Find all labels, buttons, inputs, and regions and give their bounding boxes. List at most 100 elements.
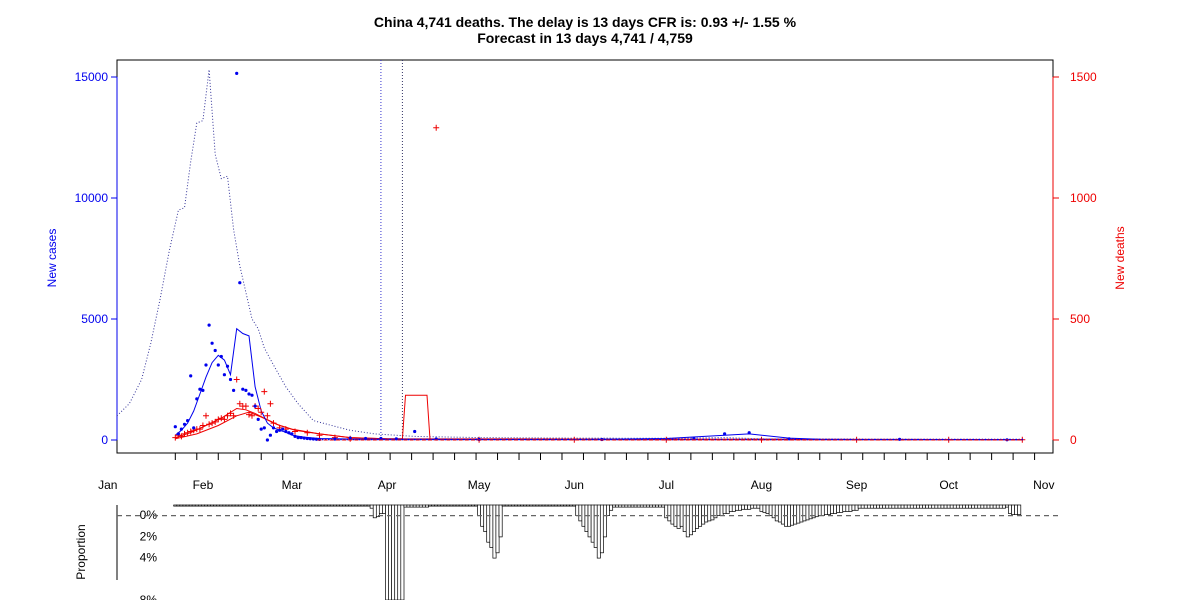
cases-baseline-point: [978, 438, 981, 441]
cases-point: [198, 387, 202, 391]
proportion-bar: [615, 504, 620, 508]
proportion-bar: [428, 504, 432, 507]
proportion-bar: [578, 504, 583, 522]
proportion-bar: [830, 504, 834, 514]
cases-point: [302, 436, 306, 440]
cases-baseline-point: [831, 438, 833, 441]
proportion-bar: [698, 504, 703, 527]
proportion-bar: [471, 504, 475, 507]
proportion-bar: [200, 504, 205, 507]
proportion-bar: [293, 504, 297, 507]
cases-baseline-point: [775, 438, 778, 441]
proportion-bar: [406, 504, 411, 508]
deaths-point: [203, 412, 209, 419]
proportion-bar: [289, 504, 294, 507]
proportion-bar: [464, 504, 469, 507]
proportion-bar: [633, 504, 638, 508]
proportion-bar: [851, 504, 856, 511]
proportion-bar: [903, 504, 908, 509]
cases-baseline-point: [438, 438, 441, 441]
proportion-bar: [602, 504, 607, 538]
cases-baseline-point: [395, 438, 398, 441]
proportion-bar: [455, 504, 460, 507]
cases-baseline-point: [751, 438, 754, 441]
proportion-bar: [458, 504, 463, 507]
proportion-bar: [382, 504, 386, 514]
deaths-point: [184, 429, 191, 436]
cases-baseline-point: [659, 438, 662, 441]
cases-baseline-point: [407, 438, 410, 441]
proportion-bar: [756, 504, 761, 509]
cases-point: [189, 374, 193, 378]
proportion-bar: [747, 504, 752, 510]
cases-point: [268, 433, 272, 437]
cases-point: [213, 348, 217, 353]
cases-dotted-line: [116, 69, 1023, 440]
proportion-bar: [682, 504, 687, 532]
deaths-point: [196, 426, 203, 433]
cases-point: [275, 429, 279, 434]
cases-baseline-point: [972, 438, 975, 441]
proportion-bar: [879, 504, 884, 509]
y-tick-label: 0: [101, 433, 108, 447]
proportion-bar: [863, 504, 868, 509]
proportion-bar: [311, 504, 316, 507]
cases-baseline-point: [794, 438, 797, 441]
main-plot: 0 5000 10000 15000 0 500 1000 1500 Jan Feb Mar Apr M…: [75, 59, 1097, 492]
proportion-bar: [1017, 504, 1022, 515]
cases-point: [173, 425, 177, 429]
cases-baseline-point: [923, 438, 925, 441]
cases-baseline-point: [456, 438, 459, 441]
cases-baseline-point: [720, 438, 723, 441]
x-tick-label: Apr: [378, 478, 397, 492]
cases-point: [723, 432, 727, 436]
proportion-bar: [544, 504, 549, 507]
proportion-bar: [931, 504, 936, 509]
proportion-bar: [268, 504, 273, 507]
y-tick-label: 15000: [75, 70, 109, 84]
cases-baseline-point: [334, 438, 336, 441]
y2-tick-label: 1000: [1070, 191, 1097, 205]
proportion-bar: [584, 504, 589, 532]
cases-baseline-point: [917, 438, 919, 441]
proportion-bar: [587, 504, 592, 538]
deaths-point: [199, 422, 206, 429]
cases-point: [216, 363, 220, 367]
proportion-bar: [418, 504, 423, 508]
y2-axis-label: New deaths: [1113, 226, 1127, 289]
cases-baseline-point: [426, 438, 428, 441]
cases-baseline-point: [671, 438, 674, 441]
cases-baseline-point: [855, 438, 858, 441]
proportion-bar: [716, 504, 721, 516]
proportion-bar: [652, 504, 656, 508]
proportion-bar: [547, 504, 552, 507]
proportion-bar: [731, 504, 736, 512]
cases-baseline-point: [690, 438, 692, 441]
proportion-bar: [1011, 504, 1016, 515]
y2-tick-label: 500: [1070, 312, 1090, 326]
proportion-bar: [440, 504, 445, 507]
proportion-bar: [535, 504, 540, 507]
proportion-bar: [765, 504, 770, 514]
proportion-bar: [283, 504, 288, 507]
cases-baseline-point: [726, 438, 729, 441]
proportion-bar: [339, 504, 343, 507]
proportion-bar: [421, 504, 426, 508]
proportion-bar: [891, 504, 896, 509]
cases-baseline-point: [536, 438, 539, 441]
proportion-bar: [968, 504, 973, 509]
proportion-bar: [357, 504, 362, 507]
proportion-bar: [388, 504, 393, 600]
cases-baseline-point: [757, 438, 760, 441]
proportion-bar: [262, 504, 267, 507]
proportion-bar: [593, 504, 598, 548]
x-tick-label: Sep: [846, 478, 868, 492]
cases-point: [201, 388, 205, 392]
cases-baseline-point: [849, 438, 852, 441]
cases-baseline-point: [346, 438, 349, 441]
proportion-plot: 0%2%4%8%: [116, 504, 1058, 600]
cases-baseline-point: [512, 438, 514, 441]
proportion-bar: [606, 504, 610, 516]
cases-baseline-point: [843, 438, 846, 441]
chart-title: China 4,741 deaths. The delay is 13 days…: [374, 14, 797, 30]
